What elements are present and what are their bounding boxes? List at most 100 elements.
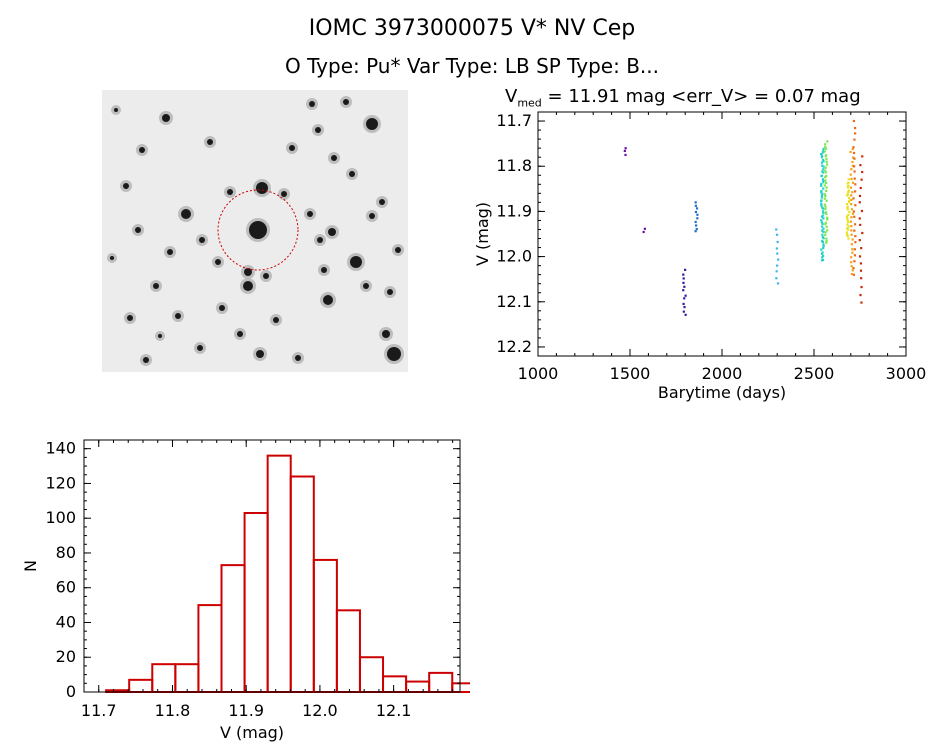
data-point [848, 196, 851, 199]
star [328, 228, 336, 236]
data-point [853, 177, 856, 180]
x-tick-label: 2000 [702, 364, 743, 383]
data-point [822, 171, 825, 174]
data-point [850, 256, 853, 259]
stars-layer [107, 96, 404, 366]
data-point [776, 240, 779, 244]
data-point [846, 208, 849, 211]
data-point [682, 302, 685, 306]
data-point [777, 258, 780, 261]
data-point [850, 208, 854, 211]
histogram-bar [428, 671, 454, 693]
data-point [775, 233, 779, 236]
data-point [854, 204, 857, 207]
data-point [852, 151, 856, 155]
data-point [860, 301, 863, 304]
star [158, 334, 162, 338]
data-point [821, 240, 825, 244]
data-point [845, 231, 848, 234]
y-tick-label: 12.0 [496, 247, 532, 266]
y-tick-label: 100 [45, 508, 76, 527]
data-point [826, 229, 829, 232]
data-point [820, 215, 824, 218]
data-point [822, 168, 825, 171]
data-point [775, 277, 778, 280]
data-point [850, 265, 853, 268]
data-point [825, 225, 828, 228]
data-point [821, 164, 824, 167]
data-point [852, 267, 855, 270]
data-point [846, 217, 849, 220]
star [256, 350, 264, 358]
data-point [822, 165, 825, 168]
data-point [823, 193, 827, 196]
data-point [847, 190, 850, 194]
data-point [822, 254, 825, 258]
data-point [683, 305, 686, 309]
data-point [854, 241, 857, 244]
y-tick-label: 140 [45, 439, 76, 458]
data-point [821, 252, 824, 255]
data-point [826, 163, 829, 166]
data-point [825, 186, 828, 189]
lightcurve-points [623, 119, 864, 316]
data-point [852, 210, 855, 213]
target-circle [217, 189, 299, 271]
star [273, 317, 279, 323]
histogram-frame [83, 439, 461, 693]
data-point [824, 166, 827, 169]
data-point [642, 230, 645, 234]
y-axis-label: V (mag) [473, 202, 492, 266]
y-axis-label: N [21, 560, 40, 572]
data-point [821, 214, 824, 217]
y-tick-label: 120 [45, 473, 76, 492]
data-point [775, 247, 778, 250]
data-point [819, 200, 823, 203]
data-point [849, 220, 853, 223]
data-point [824, 169, 827, 172]
data-point [820, 184, 823, 187]
data-point [846, 234, 849, 237]
star [244, 268, 252, 276]
star [289, 145, 295, 151]
data-point [859, 186, 862, 190]
data-point [851, 160, 854, 164]
data-point [851, 251, 854, 254]
data-point [853, 157, 856, 160]
data-point [694, 224, 698, 227]
data-point [820, 248, 823, 251]
data-point [694, 210, 698, 214]
star [369, 213, 375, 219]
data-point [824, 181, 828, 185]
data-point [851, 191, 854, 194]
star [382, 330, 390, 338]
star [162, 114, 170, 122]
data-point [776, 264, 779, 267]
histogram-bar [358, 656, 385, 693]
star [323, 295, 333, 305]
data-point [821, 251, 824, 254]
y-tick-label: 60 [56, 578, 76, 597]
data-point [860, 277, 863, 280]
data-point [850, 229, 853, 232]
y-tick-label: 11.8 [496, 156, 532, 175]
data-point [847, 220, 850, 224]
data-point [852, 197, 855, 200]
data-point [824, 211, 828, 214]
data-point [850, 168, 853, 171]
star [363, 283, 369, 289]
star [315, 127, 321, 133]
y-tick-label: 11.9 [496, 201, 532, 220]
star [199, 237, 205, 243]
data-point [824, 171, 827, 174]
data-point [823, 197, 826, 200]
data-point [853, 215, 856, 218]
data-point [851, 147, 854, 151]
data-point [853, 260, 856, 263]
data-point [825, 160, 828, 163]
data-point [824, 179, 827, 182]
data-point [694, 220, 697, 224]
data-point [824, 231, 827, 234]
data-point [852, 146, 855, 149]
histogram-bar [174, 663, 200, 693]
